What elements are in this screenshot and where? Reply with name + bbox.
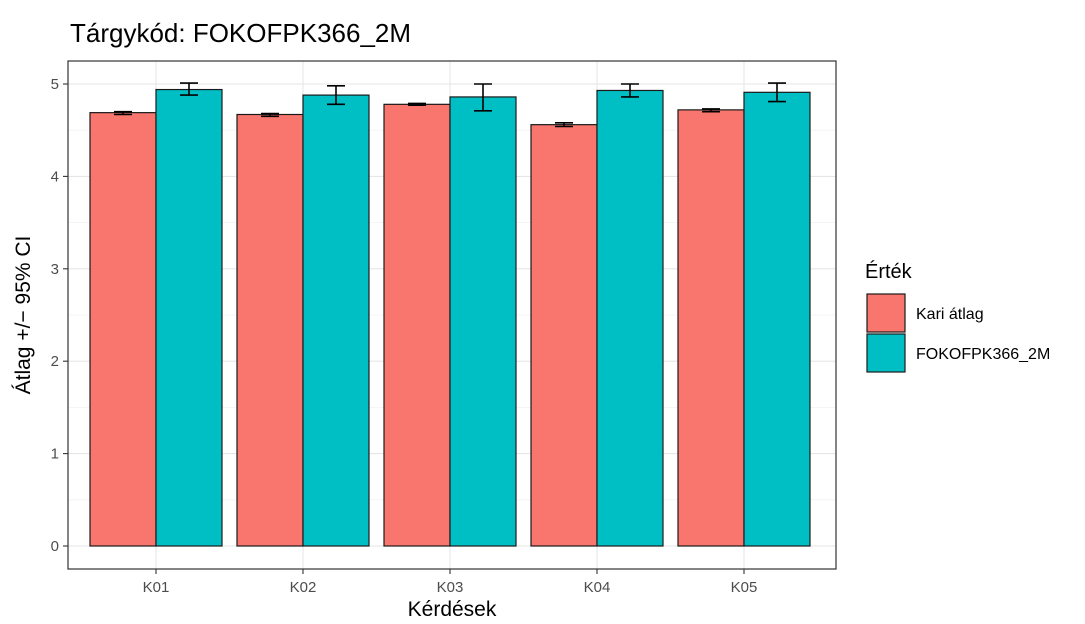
- bar-kari-k04: [530, 124, 598, 547]
- legend-label-kari: Kari átlag: [916, 306, 984, 323]
- bar-kari-k05: [677, 109, 745, 547]
- plot-border: [67, 60, 837, 570]
- error-bar-course-k04: [621, 83, 639, 98]
- chart-title: Tárgykód: FOKOFPK366_2M: [70, 18, 411, 48]
- x-tick-label: K02: [290, 579, 317, 596]
- legend-label-course: FOKOFPK366_2M: [916, 346, 1050, 363]
- bar-kari-k03: [383, 103, 451, 547]
- error-bar-kari-k04: [555, 122, 573, 128]
- y-tick-label: 5: [51, 76, 59, 93]
- x-tick-label: K03: [437, 579, 464, 596]
- x-axis-title: Kérdések: [408, 598, 497, 621]
- bar-course-k05: [743, 91, 811, 547]
- bar-course-k01: [155, 88, 223, 547]
- legend: Érték Kari átlag FOKOFPK366_2M: [865, 260, 1050, 373]
- error-bar-course-k02: [327, 85, 345, 106]
- bar-course-k03: [449, 96, 517, 547]
- legend-key-kari: [866, 293, 906, 333]
- bar-kari-k01: [89, 112, 157, 547]
- error-bars: [114, 82, 786, 128]
- y-tick-label: 2: [51, 353, 59, 370]
- y-tick-label: 1: [51, 446, 59, 463]
- error-bar-kari-k05: [702, 108, 720, 113]
- error-bar-kari-k02: [261, 112, 279, 118]
- y-tick-label: 4: [51, 168, 59, 185]
- axis-ticks: 0 1 2 3 4 5 K01 K02 K03 K04 K05: [51, 76, 758, 596]
- y-axis-title: Átlag +/− 95% CI: [12, 236, 35, 395]
- error-bar-course-k01: [180, 82, 198, 96]
- y-tick-label: 0: [51, 538, 59, 555]
- bar-kari-k02: [236, 113, 304, 547]
- legend-items: Kari átlag FOKOFPK366_2M: [866, 293, 1050, 373]
- legend-title: Érték: [865, 260, 913, 283]
- x-tick-label: K04: [584, 579, 611, 596]
- x-tick-label: K05: [731, 579, 758, 596]
- y-tick-label: 3: [51, 261, 59, 278]
- error-bar-kari-k01: [114, 110, 132, 116]
- error-bar-kari-k03: [408, 102, 426, 107]
- legend-key-course: [866, 333, 906, 373]
- x-tick-label: K01: [143, 579, 170, 596]
- error-bar-course-k05: [768, 82, 786, 103]
- bar-course-k02: [302, 94, 370, 547]
- error-bar-course-k03: [474, 83, 492, 112]
- bars: [89, 88, 811, 547]
- bar-course-k04: [596, 89, 664, 547]
